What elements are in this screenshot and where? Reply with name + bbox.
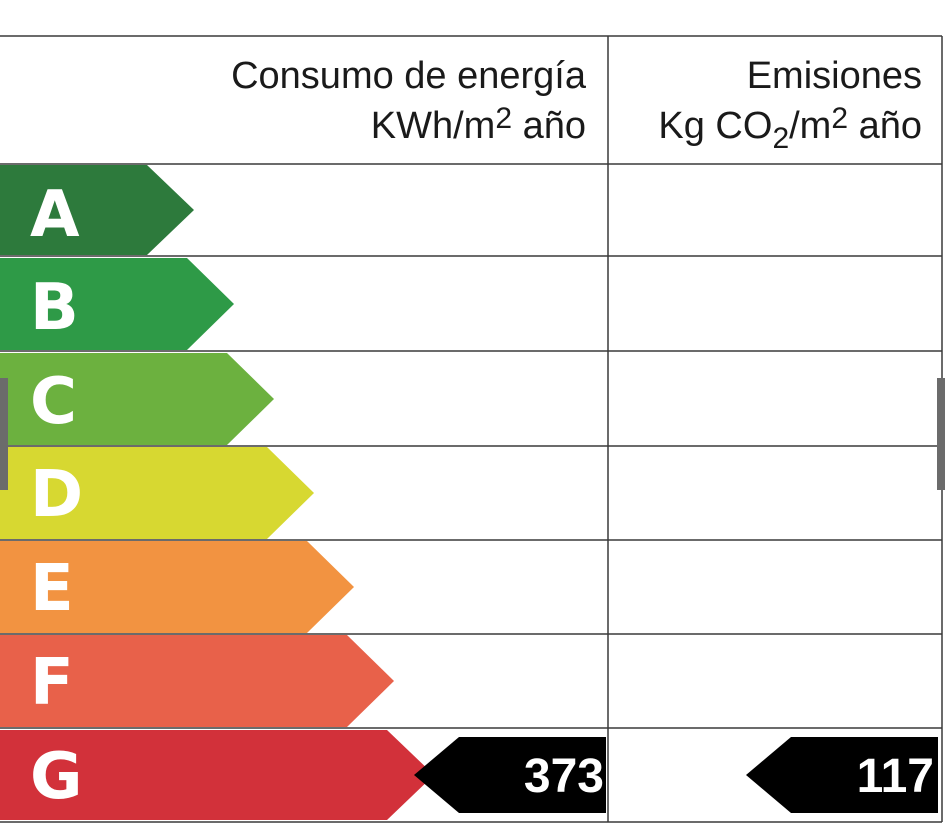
right-edge-marker	[937, 378, 945, 490]
rating-row-e: E	[0, 541, 354, 633]
left-edge-marker	[0, 378, 8, 490]
emisiones-value: 117	[857, 750, 934, 803]
rating-row-b: B	[0, 258, 234, 350]
rating-row-f: F	[0, 635, 394, 727]
emisiones-title: Emisiones	[747, 55, 922, 97]
emisiones-units: Kg CO2/m2 año	[658, 102, 922, 155]
emisiones-indicator: 117	[746, 737, 938, 813]
rating-letter-d: D	[30, 458, 83, 532]
rating-letter-b: B	[30, 271, 79, 345]
consumo-value: 373	[524, 750, 604, 803]
emisiones-indicator-arrow	[746, 737, 938, 813]
rating-row-g: G	[0, 730, 434, 820]
consumo-title: Consumo de energía	[231, 55, 587, 97]
consumo-indicator: 373	[414, 737, 606, 813]
rating-letter-e: E	[30, 552, 74, 626]
rating-row-d: D	[0, 447, 314, 539]
rating-letter-a: A	[30, 178, 80, 252]
rating-arrow-f	[0, 635, 394, 727]
rating-arrow-b	[0, 258, 234, 350]
rating-arrow-g	[0, 730, 434, 820]
rating-arrow-c	[0, 353, 274, 445]
rating-row-c: C	[0, 353, 274, 445]
table-grid	[0, 35, 943, 823]
rating-scale: A B C D E F G	[0, 165, 434, 820]
consumo-indicator-arrow	[414, 737, 606, 813]
rating-row-a: A	[0, 165, 194, 255]
rating-arrow-e	[0, 541, 354, 633]
rating-letter-g: G	[30, 740, 83, 814]
rating-letter-c: C	[30, 365, 77, 439]
consumo-units: KWh/m2 año	[371, 102, 586, 147]
rating-arrow-d	[0, 447, 314, 539]
rating-arrow-a	[0, 165, 194, 255]
rating-letter-f: F	[30, 646, 74, 720]
